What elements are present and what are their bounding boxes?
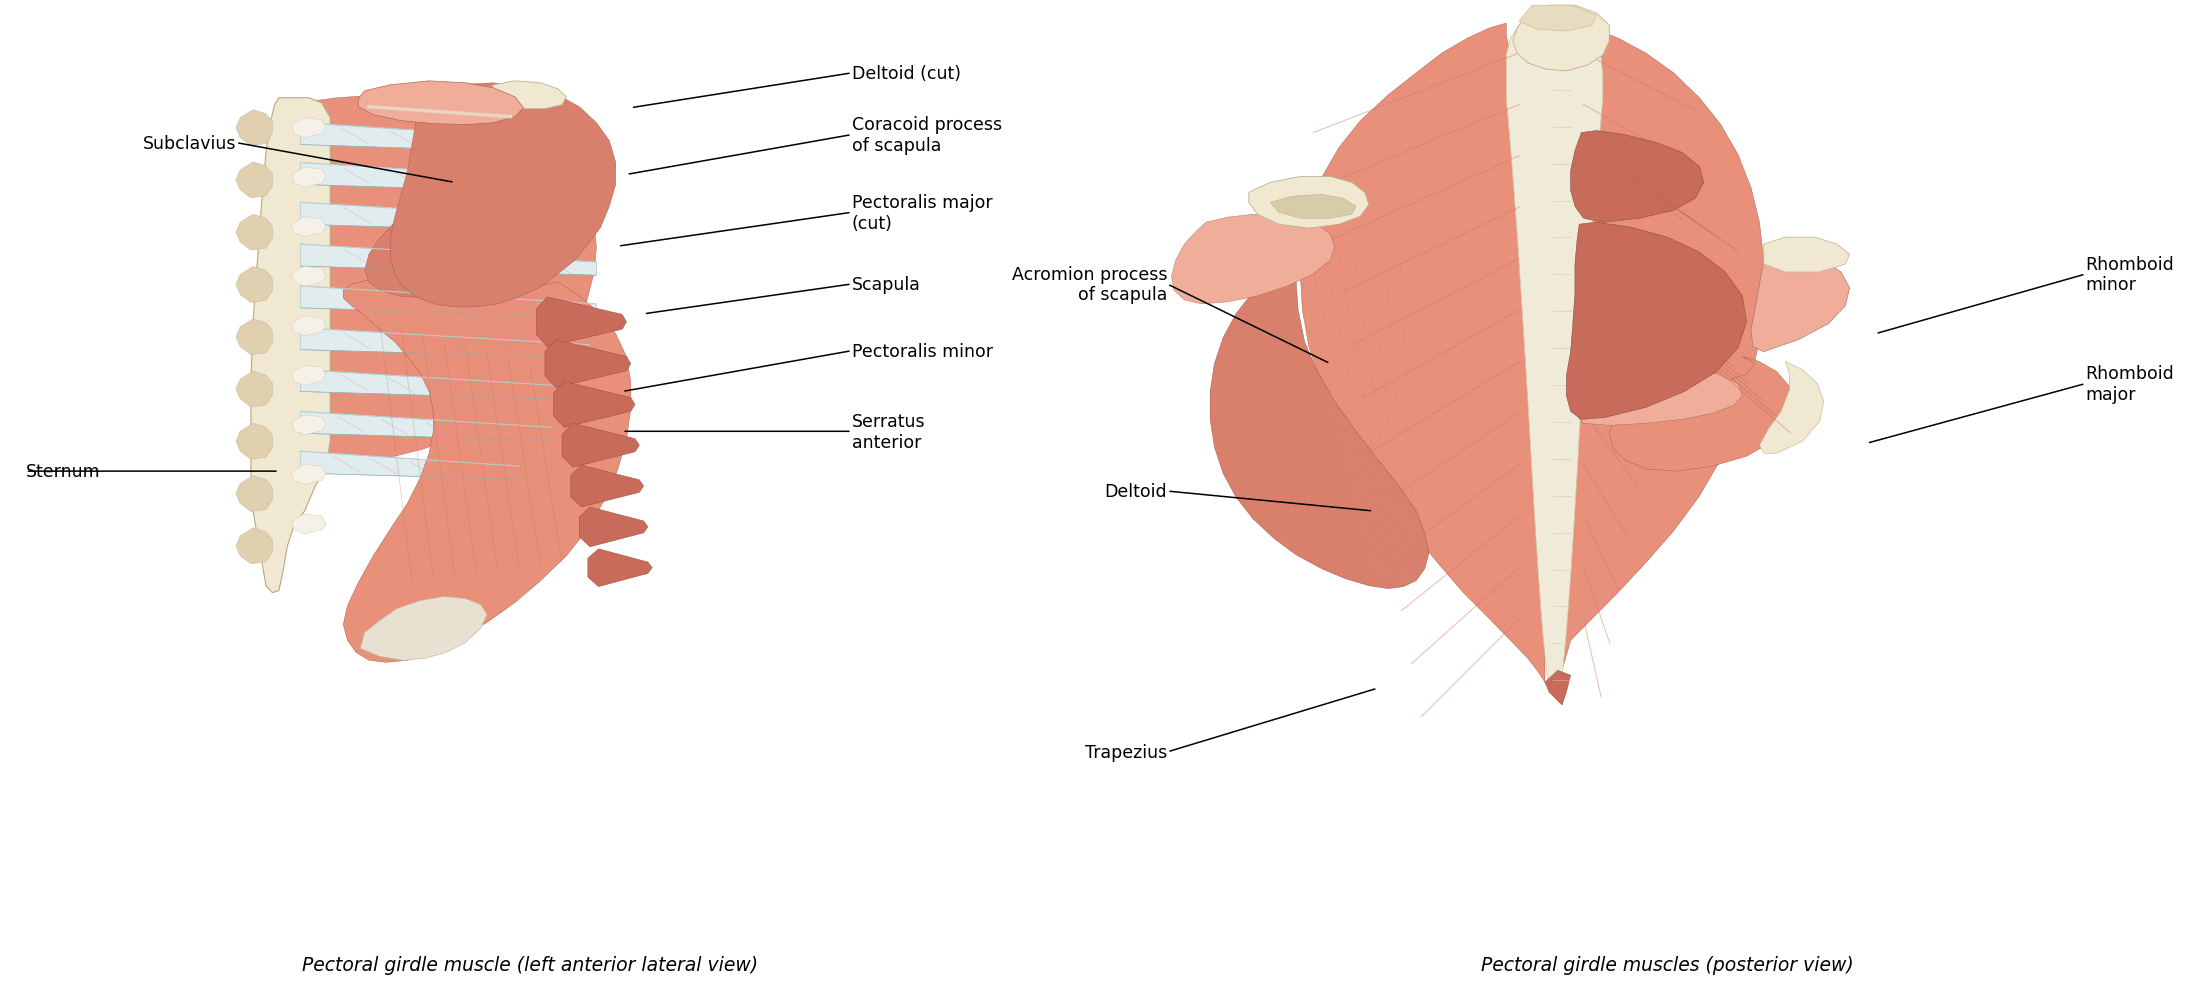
Polygon shape xyxy=(300,163,587,195)
Polygon shape xyxy=(1765,238,1850,273)
Polygon shape xyxy=(1609,357,1793,471)
Text: Subclavius: Subclavius xyxy=(142,134,237,152)
Polygon shape xyxy=(300,451,520,479)
Text: Deltoid (cut): Deltoid (cut) xyxy=(853,65,960,83)
Text: Pectoral girdle muscles (posterior view): Pectoral girdle muscles (posterior view) xyxy=(1482,955,1854,974)
Polygon shape xyxy=(237,320,272,355)
Polygon shape xyxy=(292,317,327,336)
Text: Pectoralis minor: Pectoralis minor xyxy=(853,342,993,360)
Text: Deltoid: Deltoid xyxy=(1105,482,1166,500)
Polygon shape xyxy=(357,82,524,125)
Polygon shape xyxy=(292,218,327,238)
Polygon shape xyxy=(561,424,640,467)
Polygon shape xyxy=(1300,24,1545,682)
Polygon shape xyxy=(359,597,487,661)
Text: Serratus
anterior: Serratus anterior xyxy=(853,412,925,451)
Text: Sternum: Sternum xyxy=(26,462,101,480)
Polygon shape xyxy=(292,366,327,386)
Text: Pectoralis major
(cut): Pectoralis major (cut) xyxy=(853,194,993,233)
Polygon shape xyxy=(537,298,627,347)
Polygon shape xyxy=(292,169,327,188)
Polygon shape xyxy=(300,287,596,318)
Polygon shape xyxy=(1545,671,1572,705)
Text: Rhomboid
major: Rhomboid major xyxy=(2085,365,2174,403)
Polygon shape xyxy=(292,267,327,287)
Polygon shape xyxy=(1506,19,1602,692)
Polygon shape xyxy=(546,340,631,388)
Polygon shape xyxy=(344,279,631,663)
Polygon shape xyxy=(292,515,327,535)
Polygon shape xyxy=(1561,24,1765,682)
Polygon shape xyxy=(1519,6,1596,32)
Polygon shape xyxy=(237,267,272,303)
Text: Coracoid process
of scapula: Coracoid process of scapula xyxy=(853,116,1002,154)
Polygon shape xyxy=(1567,223,1747,420)
Polygon shape xyxy=(300,370,572,400)
Polygon shape xyxy=(237,372,272,407)
Polygon shape xyxy=(237,162,272,199)
Polygon shape xyxy=(1572,131,1703,223)
Text: Rhomboid
minor: Rhomboid minor xyxy=(2085,256,2174,294)
Polygon shape xyxy=(237,424,272,459)
Polygon shape xyxy=(579,508,649,548)
Polygon shape xyxy=(587,550,653,587)
Polygon shape xyxy=(292,465,327,484)
Polygon shape xyxy=(1751,255,1850,352)
Polygon shape xyxy=(237,529,272,564)
Polygon shape xyxy=(292,118,327,138)
Polygon shape xyxy=(237,215,272,251)
Polygon shape xyxy=(237,110,272,146)
Polygon shape xyxy=(300,203,594,234)
Polygon shape xyxy=(570,465,644,508)
Polygon shape xyxy=(1269,196,1357,219)
Polygon shape xyxy=(555,382,636,428)
Polygon shape xyxy=(1512,6,1609,72)
Polygon shape xyxy=(300,328,590,358)
Text: Scapula: Scapula xyxy=(853,276,921,294)
Polygon shape xyxy=(300,412,552,441)
Polygon shape xyxy=(237,476,272,512)
Polygon shape xyxy=(1210,241,1429,589)
Polygon shape xyxy=(1171,215,1335,305)
Text: Trapezius: Trapezius xyxy=(1085,743,1166,761)
Polygon shape xyxy=(1760,362,1824,453)
Polygon shape xyxy=(390,83,616,308)
Polygon shape xyxy=(283,95,596,463)
Polygon shape xyxy=(364,189,555,299)
Polygon shape xyxy=(1572,362,1743,426)
Polygon shape xyxy=(250,98,331,593)
Polygon shape xyxy=(292,415,327,435)
Polygon shape xyxy=(1249,178,1370,229)
Polygon shape xyxy=(300,245,596,276)
Text: Pectoral girdle muscle (left anterior lateral view): Pectoral girdle muscle (left anterior la… xyxy=(302,955,758,974)
Polygon shape xyxy=(489,82,566,109)
Polygon shape xyxy=(300,123,579,154)
Text: Acromion process
of scapula: Acromion process of scapula xyxy=(1013,265,1166,304)
